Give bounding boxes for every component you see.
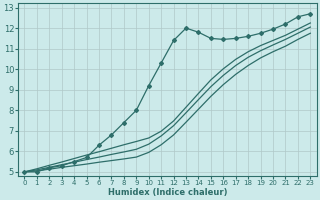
X-axis label: Humidex (Indice chaleur): Humidex (Indice chaleur) <box>108 188 227 197</box>
